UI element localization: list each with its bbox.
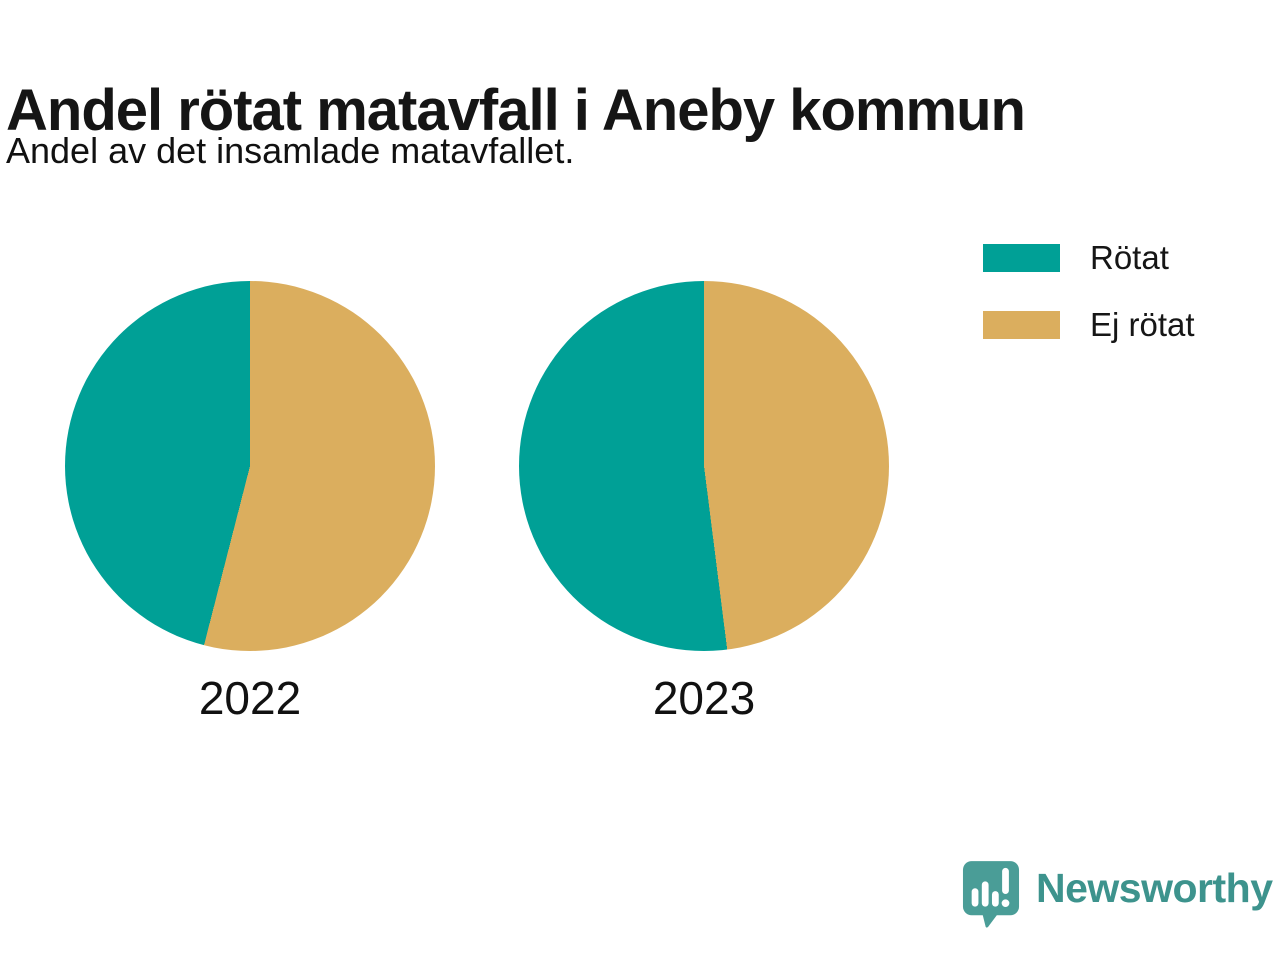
- legend-item-ej-rotat: Ej rötat: [983, 306, 1195, 344]
- pie-block-2023: 2023: [518, 281, 890, 725]
- legend-label-rotat: Rötat: [1090, 239, 1169, 276]
- legend-swatch-rotat: [983, 244, 1060, 272]
- newsworthy-logo: Newsworthy: [962, 860, 1273, 928]
- pie-chart-2022: [65, 281, 435, 651]
- legend-item-rotat: Rötat: [983, 239, 1195, 277]
- chart-title: Andel rötat matavfall i Aneby kommun: [6, 77, 1026, 143]
- pie-label-2022: 2022: [198, 672, 302, 724]
- pie-chart-2023: [519, 281, 889, 651]
- newsworthy-wordmark: Newsworthy: [1036, 865, 1273, 911]
- pie-block-2022: 2022: [64, 281, 436, 725]
- legend-swatch-ej-rotat: [983, 311, 1060, 339]
- legend-label-ej-rotat: Ej rötat: [1090, 306, 1195, 343]
- legend: Rötat Ej rötat: [983, 239, 1195, 373]
- newsworthy-logo-icon: [962, 861, 1020, 928]
- pie-label-2023: 2023: [652, 672, 756, 724]
- chart-subtitle: Andel av det insamlade matavfallet.: [6, 130, 575, 171]
